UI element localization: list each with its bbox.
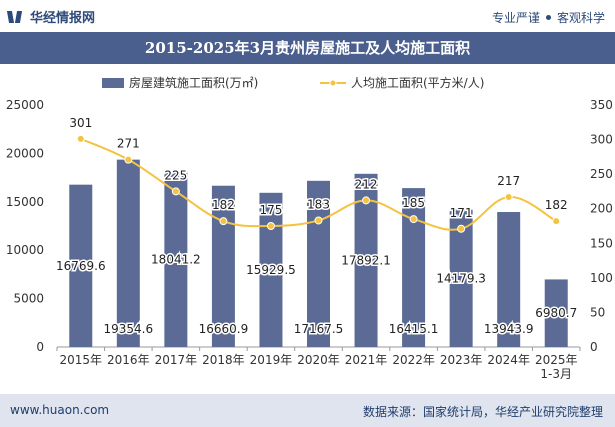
y-left-tick-label: 20000 (6, 146, 44, 160)
y-right-tick-label: 300 (590, 133, 613, 147)
bar (544, 279, 568, 347)
x-tick-label: 1-3月 (540, 367, 572, 381)
line-point (504, 192, 513, 201)
line-value-label: 175 (260, 203, 283, 217)
line-value-label: 217 (497, 174, 520, 188)
line-point (457, 224, 466, 233)
line-point (314, 216, 323, 225)
bar (259, 192, 283, 347)
bar-value-label: 6980.7 (535, 306, 577, 320)
bullet-icon (545, 15, 551, 20)
line-point (76, 134, 85, 143)
bar (164, 172, 188, 347)
bar-value-label: 17892.1 (341, 253, 391, 267)
line-value-label: 171 (450, 206, 473, 220)
y-right-tick-label: 50 (590, 305, 605, 319)
brand-name: 华经情报网 (30, 11, 96, 26)
bar-value-label: 19354.6 (104, 322, 154, 336)
legend-line-label: 人均施工面积(平方米/人) (351, 75, 484, 90)
x-tick-label: 2020年 (297, 353, 340, 367)
legend: 房屋建筑施工面积(万㎡) 人均施工面积(平方米/人) (102, 75, 484, 90)
bar-value-label: 16415.1 (389, 322, 439, 336)
line-value-label: 225 (164, 168, 187, 182)
line-value-label: 182 (212, 198, 235, 212)
y-left-tick-label: 0 (36, 340, 44, 354)
x-tick-label: 2016年 (107, 353, 150, 367)
legend-bar-swatch (102, 78, 124, 88)
x-tick-label: 2024年 (487, 353, 530, 367)
bar (116, 159, 140, 347)
top-bar: 华经情报网 专业严谨 客观科学 (0, 0, 615, 32)
line-point (171, 187, 180, 196)
slogan-left: 专业严谨 (491, 11, 540, 25)
line-point (409, 215, 418, 224)
line-point (124, 155, 133, 164)
slogan: 专业严谨 客观科学 (492, 9, 605, 26)
bar-value-label: 18041.2 (151, 253, 201, 267)
y-right-tick-label: 100 (590, 271, 613, 285)
x-tick-label: 2019年 (250, 353, 293, 367)
bar (449, 209, 473, 347)
line-point (362, 196, 371, 205)
line-series (76, 134, 561, 233)
chart: 房屋建筑施工面积(万㎡) 人均施工面积(平方米/人) 0 5000 10000 150… (6, 75, 613, 381)
line-value-label: 271 (117, 137, 140, 151)
line-point (266, 222, 275, 230)
x-tick-label: 2018年 (202, 353, 245, 367)
bar (354, 173, 378, 347)
x-tick-label: 2025年 (535, 353, 578, 367)
line-point (219, 217, 228, 226)
footer-website: www.huaon.com (10, 403, 110, 417)
line-value-label: 183 (307, 197, 330, 211)
y-right-tick-label: 250 (590, 167, 613, 181)
footer-source: 数据来源：国家统计局，华经产业研究院整理 (362, 405, 603, 419)
x-tick-label: 2015年 (59, 353, 102, 367)
chart-title: 2015-2025年3月贵州房屋施工及人均施工面积 (0, 32, 615, 64)
data-labels: 16769.6 19354.6 18041.2 16660.9 15929.5 17167… (54, 114, 578, 337)
y-right-tick-label: 200 (590, 202, 613, 216)
y-right-tick-label: 350 (590, 98, 613, 112)
bar-value-label: 17167.5 (294, 322, 344, 336)
logo-icon (6, 9, 23, 25)
bar (69, 184, 93, 347)
axes: 0 5000 10000 15000 20000 25000 0 50 100 150 200 250… (6, 98, 613, 381)
x-tick-label: 2023年 (440, 353, 483, 367)
legend-line-marker (329, 79, 337, 87)
bar-value-label: 13943.9 (484, 322, 534, 336)
line-value-label: 212 (355, 177, 378, 191)
line-value-label: 185 (402, 196, 425, 210)
y-left-tick-label: 15000 (6, 195, 44, 209)
bar-value-label: 16660.9 (199, 322, 249, 336)
slogan-right: 客观科学 (556, 11, 605, 25)
x-tick-label: 2017年 (155, 353, 198, 367)
legend-bar-label: 房屋建筑施工面积(万㎡) (129, 75, 258, 90)
bar-value-label: 15929.5 (246, 263, 296, 277)
line-value-label: 301 (69, 116, 92, 130)
y-left-tick-label: 5000 (13, 292, 44, 306)
bar-value-label: 16769.6 (56, 259, 106, 273)
footer: www.huaon.com 数据来源：国家统计局，华经产业研究院整理 (0, 394, 615, 427)
y-left-tick-label: 25000 (6, 98, 44, 112)
y-left-tick-label: 10000 (6, 243, 44, 257)
bar (211, 185, 235, 347)
y-right-tick-label: 0 (590, 340, 598, 354)
x-tick-label: 2021年 (345, 353, 388, 367)
bar-value-label: 14179.3 (436, 271, 486, 285)
line-point (552, 217, 561, 226)
brand: 华经情报网 (6, 7, 96, 26)
x-tick-label: 2022年 (392, 353, 435, 367)
line-value-label: 182 (545, 198, 568, 212)
y-right-tick-label: 150 (590, 236, 613, 250)
bar (497, 212, 521, 347)
bar (402, 188, 426, 347)
bars (69, 159, 568, 347)
